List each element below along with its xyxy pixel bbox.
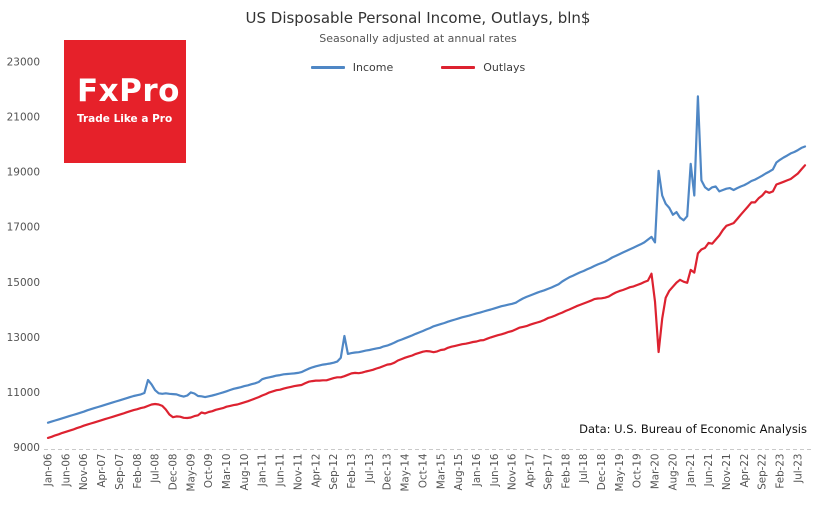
x-tick-label: Nov-21 — [721, 454, 733, 491]
x-tick-label: Mar-15 — [435, 454, 447, 490]
x-tick-label: May-19 — [614, 454, 626, 492]
x-tick-label: Sep-12 — [328, 454, 340, 490]
x-tick-label: Nov-16 — [507, 454, 519, 491]
x-tick-label: Jun-06 — [60, 454, 72, 488]
x-tick-label: May-09 — [185, 454, 197, 492]
y-tick-label: 21000 — [7, 112, 40, 124]
income-line-swatch — [310, 66, 345, 69]
x-tick-label: Nov-06 — [78, 454, 90, 491]
x-tick-label: Feb-13 — [346, 454, 358, 489]
x-tick-label: Oct-09 — [203, 454, 215, 489]
x-tick-label: Jun-11 — [275, 454, 287, 488]
x-tick-label: Aug-20 — [667, 454, 679, 491]
y-tick-label: 19000 — [7, 167, 40, 179]
outlays-line-swatch — [441, 66, 476, 69]
x-tick-label: Aug-10 — [239, 454, 251, 491]
x-tick-label: Apr-12 — [310, 454, 322, 488]
x-tick-label: Mar-20 — [650, 454, 662, 490]
x-tick-label: Aug-15 — [453, 454, 465, 491]
legend-item-income: Income — [310, 61, 394, 74]
x-tick-label: Dec-13 — [382, 454, 394, 491]
x-tick-label: Feb-08 — [132, 454, 144, 489]
x-tick-label: Sep-22 — [757, 454, 769, 490]
x-tick-label: Dec-18 — [596, 454, 608, 491]
legend-item-outlays: Outlays — [441, 61, 525, 74]
x-tick-label: Oct-19 — [632, 454, 644, 489]
x-tick-label: Apr-22 — [739, 454, 751, 488]
y-tick-label: 15000 — [7, 277, 40, 289]
data-source-note: Data: U.S. Bureau of Economic Analysis — [579, 422, 807, 436]
chart-title: US Disposable Personal Income, Outlays, … — [245, 9, 591, 27]
y-tick-label: 13000 — [7, 332, 40, 344]
x-tick-label: Jul-23 — [792, 454, 804, 484]
y-tick-label: 11000 — [7, 387, 40, 399]
income-line — [46, 95, 807, 424]
fxpro-logo: FxPro Trade Like a Pro — [64, 40, 186, 163]
x-tick-label: Apr-17 — [525, 454, 537, 488]
y-tick-label: 9000 — [13, 442, 40, 454]
x-tick-label: Dec-08 — [167, 454, 179, 491]
x-tick-label: Jan-06 — [43, 454, 55, 488]
x-tick-label: Sep-07 — [114, 454, 126, 490]
chart-legend: Income Outlays — [0, 61, 836, 74]
fxpro-logo-tagline: Trade Like a Pro — [77, 113, 173, 125]
x-tick-label: Jul-13 — [364, 454, 376, 484]
x-tick-label: Apr-07 — [96, 454, 108, 488]
x-tick-label: Nov-11 — [292, 454, 304, 491]
y-tick-label: 17000 — [7, 222, 40, 234]
legend-label-income: Income — [352, 61, 394, 74]
x-tick-label: Jan-16 — [471, 454, 483, 488]
outlays-line — [46, 164, 807, 439]
chart-subtitle: Seasonally adjusted at annual rates — [319, 32, 517, 45]
x-tick-label: Sep-17 — [542, 454, 554, 490]
x-tick-label: Jun-16 — [489, 454, 501, 488]
legend-label-outlays: Outlays — [483, 61, 526, 74]
x-tick-label: Jan-11 — [257, 454, 269, 488]
x-tick-label: May-14 — [400, 454, 412, 492]
x-tick-label: Jun-21 — [703, 454, 715, 488]
x-tick-label: Oct-14 — [417, 454, 429, 489]
x-tick-label: Jan-21 — [685, 454, 697, 488]
x-tick-label: Feb-18 — [560, 454, 572, 489]
fxpro-logo-name: FxPro — [77, 73, 180, 109]
x-tick-label: Jul-18 — [578, 454, 590, 484]
x-tick-label: Jul-08 — [150, 454, 162, 484]
y-tick-label: 23000 — [7, 57, 40, 69]
x-tick-label: Mar-10 — [221, 454, 233, 490]
x-tick-label: Feb-23 — [775, 454, 787, 489]
